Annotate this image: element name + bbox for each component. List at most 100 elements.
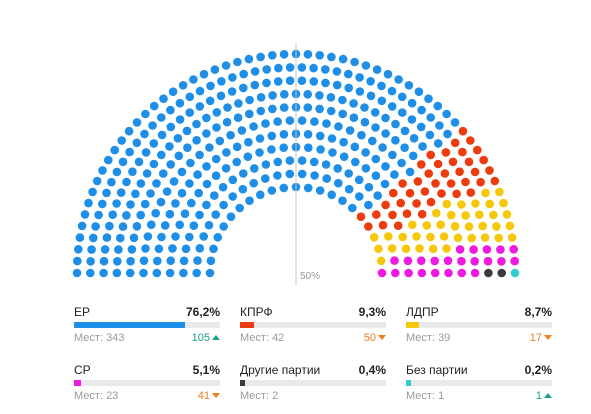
seat-dot xyxy=(285,63,295,72)
seat-dot xyxy=(309,157,319,167)
change-value: 50 xyxy=(363,332,376,344)
seat-dot xyxy=(245,95,254,105)
seat-dot xyxy=(180,209,190,218)
seat-dot xyxy=(99,268,108,278)
seat-dot xyxy=(285,169,295,179)
seat-dot xyxy=(186,158,195,168)
seat-dot xyxy=(280,90,289,99)
seat-dot xyxy=(470,257,480,266)
seat-dot xyxy=(226,212,236,221)
party-percent: 0,2% xyxy=(524,363,552,377)
seat-dot xyxy=(233,113,243,122)
seat-dot xyxy=(372,210,381,219)
seat-dot xyxy=(165,209,175,219)
seat-dot xyxy=(132,138,142,148)
seat-dot xyxy=(73,256,82,266)
seat-dot xyxy=(433,139,443,148)
seat-dot xyxy=(344,69,353,79)
seat-dot xyxy=(408,220,417,230)
seat-dot xyxy=(364,200,373,210)
seat-dot xyxy=(244,137,253,147)
seat-dot xyxy=(98,166,107,175)
seat-dot xyxy=(175,115,185,124)
seat-dot xyxy=(350,142,360,152)
seat-dot xyxy=(273,171,282,180)
seat-dot xyxy=(183,143,192,152)
seats-value: 2 xyxy=(272,390,279,402)
seat-dot xyxy=(391,136,400,145)
seat-dot xyxy=(239,69,248,79)
seat-dot xyxy=(118,157,128,167)
seat-dot xyxy=(195,244,205,253)
seat-dot xyxy=(169,177,179,186)
seat-dot xyxy=(102,188,111,198)
seat-dot xyxy=(160,221,170,230)
seat-dot xyxy=(417,268,427,278)
party-seats: Мест: 1 xyxy=(406,390,444,402)
seat-dot xyxy=(250,67,260,76)
seat-dot xyxy=(473,145,482,155)
seat-dot xyxy=(134,157,144,167)
seat-dot xyxy=(334,178,343,188)
party-percent: 8,7% xyxy=(524,305,552,319)
seat-dot xyxy=(202,200,211,210)
seat-dot xyxy=(159,169,168,178)
seat-dot xyxy=(104,155,113,165)
seat-dot xyxy=(433,101,443,111)
seat-dot xyxy=(369,233,379,242)
seat-dot xyxy=(112,167,122,177)
seats-value: 39 xyxy=(438,332,451,344)
seat-dot xyxy=(436,220,446,229)
seat-dot xyxy=(303,103,313,112)
seat-dots xyxy=(72,49,520,278)
seat-dot xyxy=(303,90,313,99)
party-name: СР xyxy=(74,363,91,377)
seat-dot xyxy=(227,87,237,96)
seat-dot xyxy=(279,130,289,139)
seat-dot xyxy=(255,190,265,200)
seat-dot xyxy=(89,233,98,243)
seat-dot xyxy=(205,143,214,152)
seat-dot xyxy=(422,221,432,230)
change-value: 17 xyxy=(529,332,542,344)
seats-label: Мест: xyxy=(240,332,269,344)
seat-dot xyxy=(86,257,95,266)
seat-dot xyxy=(442,244,451,253)
seat-dot xyxy=(396,198,406,208)
seat-dot xyxy=(222,117,232,127)
seat-dot xyxy=(268,91,277,100)
seat-dot xyxy=(426,113,436,122)
seat-dot xyxy=(285,76,295,85)
seat-dot xyxy=(397,92,407,102)
seat-dot xyxy=(338,196,347,205)
seat-dot xyxy=(72,268,82,278)
seat-dot xyxy=(88,187,97,197)
seat-dot xyxy=(146,189,155,198)
seat-dot xyxy=(417,105,426,115)
seat-dot xyxy=(98,199,107,209)
seat-dot xyxy=(321,65,330,74)
seat-dot xyxy=(361,61,371,70)
seat-dot xyxy=(199,232,208,241)
party-share-fill xyxy=(74,380,82,386)
seat-dot xyxy=(157,150,166,160)
party-card-sr: СР 5,1% Мест: 23 41 xyxy=(74,363,220,403)
seat-dot xyxy=(234,99,243,108)
seat-dot xyxy=(310,171,319,180)
seat-dot xyxy=(401,244,411,254)
seat-dot xyxy=(212,123,221,132)
seat-dot xyxy=(381,129,390,138)
seat-dot xyxy=(391,119,400,129)
seat-dot xyxy=(355,87,365,96)
seat-dot xyxy=(464,222,474,231)
seat-dot xyxy=(444,268,453,278)
party-share-fill xyxy=(74,322,186,328)
seat-dot xyxy=(223,103,232,112)
change-arrow-icon xyxy=(378,335,386,340)
seat-dot xyxy=(442,199,452,209)
seat-dot xyxy=(458,126,468,136)
seats-label: Мест: xyxy=(406,332,435,344)
seat-dot xyxy=(108,210,117,219)
seat-dot xyxy=(149,139,159,148)
seat-dot xyxy=(373,191,383,200)
